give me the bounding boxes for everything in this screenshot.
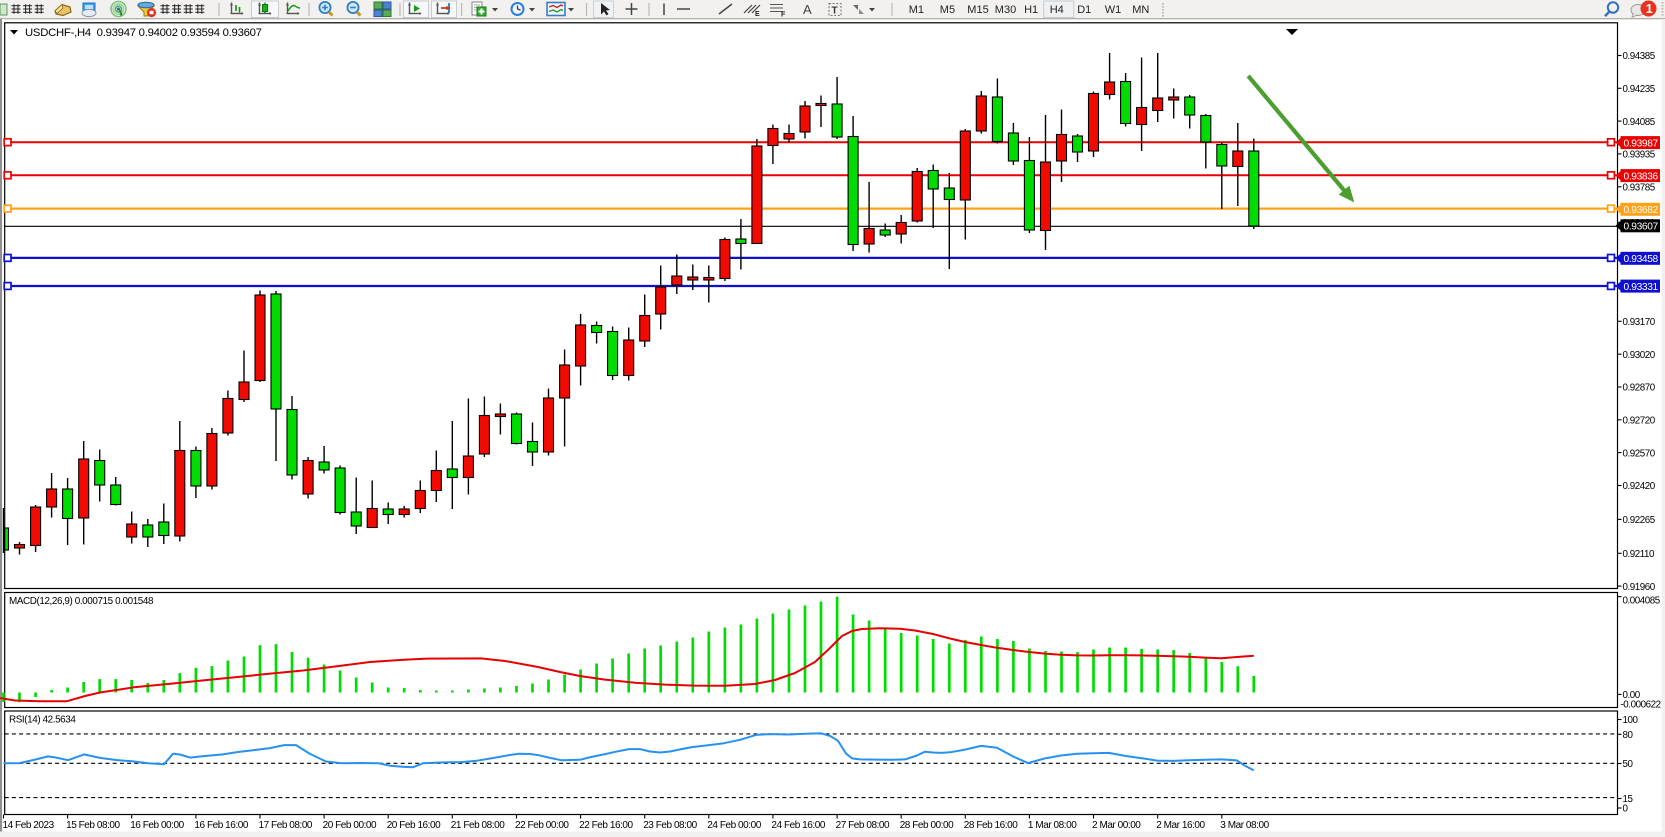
svg-text:27 Feb 08:00: 27 Feb 08:00 [836, 820, 890, 831]
svg-text:0.93935: 0.93935 [1623, 150, 1656, 161]
svg-text:0.93682: 0.93682 [1624, 205, 1659, 216]
svg-text:A: A [803, 2, 812, 17]
svg-text:0.93170: 0.93170 [1623, 317, 1656, 328]
svg-text:0.004085: 0.004085 [1623, 595, 1661, 606]
svg-text:21 Feb 08:00: 21 Feb 08:00 [451, 820, 505, 831]
svg-text:T: T [832, 6, 838, 17]
svg-text:H1: H1 [1024, 4, 1038, 16]
svg-text:3 Mar 08:00: 3 Mar 08:00 [1220, 820, 1269, 831]
svg-text:0.93458: 0.93458 [1624, 254, 1659, 265]
svg-text:1: 1 [1646, 2, 1653, 16]
svg-text:16 Feb 00:00: 16 Feb 00:00 [130, 820, 184, 831]
svg-text:F: F [781, 12, 786, 19]
svg-text:15: 15 [1623, 794, 1634, 805]
svg-text:0.93987: 0.93987 [1624, 139, 1659, 150]
svg-text:M30: M30 [995, 4, 1016, 16]
svg-text:24 Feb 16:00: 24 Feb 16:00 [771, 820, 825, 831]
svg-text:0.91960: 0.91960 [1623, 582, 1656, 593]
svg-text:H4: H4 [1050, 4, 1064, 16]
svg-text:0.93331: 0.93331 [1624, 282, 1659, 293]
svg-text:0.93607: 0.93607 [1624, 222, 1659, 233]
svg-text:MACD(12,26,9) 0.000715 0.00154: MACD(12,26,9) 0.000715 0.001548 [9, 596, 154, 607]
svg-text:0.92570: 0.92570 [1623, 448, 1656, 459]
svg-text:14 Feb 2023: 14 Feb 2023 [3, 820, 55, 831]
svg-text:80: 80 [1623, 730, 1634, 741]
svg-text:0.92265: 0.92265 [1623, 515, 1656, 526]
svg-text:1 Mar 08:00: 1 Mar 08:00 [1028, 820, 1077, 831]
svg-text:E: E [755, 11, 760, 18]
svg-text:28 Feb 00:00: 28 Feb 00:00 [900, 820, 954, 831]
svg-text:0.93020: 0.93020 [1623, 350, 1656, 361]
svg-text:D1: D1 [1077, 4, 1091, 16]
svg-text:22 Feb 00:00: 22 Feb 00:00 [515, 820, 569, 831]
svg-text:24 Feb 00:00: 24 Feb 00:00 [707, 820, 761, 831]
svg-text:M1: M1 [909, 4, 924, 16]
svg-text:USDCHF-,H4 0.93947 0.94002 0.: USDCHF-,H4 0.93947 0.94002 0.93594 0.936… [25, 27, 262, 39]
svg-text:0.93836: 0.93836 [1624, 172, 1659, 183]
svg-text:16 Feb 16:00: 16 Feb 16:00 [194, 820, 248, 831]
svg-text:0.94235: 0.94235 [1623, 84, 1656, 95]
svg-text:0.00: 0.00 [1623, 690, 1641, 701]
svg-text:0.93785: 0.93785 [1623, 183, 1656, 194]
svg-text:22 Feb 16:00: 22 Feb 16:00 [579, 820, 633, 831]
svg-text:15 Feb 08:00: 15 Feb 08:00 [66, 820, 120, 831]
svg-text:0.94385: 0.94385 [1623, 51, 1656, 62]
svg-text:0.94085: 0.94085 [1623, 117, 1656, 128]
svg-text:0.92870: 0.92870 [1623, 383, 1656, 394]
svg-text:0: 0 [1623, 804, 1629, 815]
svg-text:W1: W1 [1105, 4, 1122, 16]
svg-text:M5: M5 [940, 4, 955, 16]
svg-text:RSI(14) 42.5634: RSI(14) 42.5634 [9, 714, 76, 725]
svg-text:20 Feb 00:00: 20 Feb 00:00 [323, 820, 377, 831]
svg-text:2 Mar 00:00: 2 Mar 00:00 [1092, 820, 1141, 831]
svg-text:100: 100 [1623, 715, 1639, 726]
svg-text:50: 50 [1623, 759, 1634, 770]
svg-text:0.92420: 0.92420 [1623, 481, 1656, 492]
svg-text:17 Feb 08:00: 17 Feb 08:00 [259, 820, 313, 831]
svg-text:23 Feb 08:00: 23 Feb 08:00 [643, 820, 697, 831]
svg-text:20 Feb 16:00: 20 Feb 16:00 [387, 820, 441, 831]
svg-text:0.92720: 0.92720 [1623, 416, 1656, 427]
svg-text:0.92110: 0.92110 [1623, 549, 1656, 560]
svg-text:M15: M15 [967, 4, 988, 16]
svg-text:MN: MN [1132, 4, 1149, 16]
svg-text:28 Feb 16:00: 28 Feb 16:00 [964, 820, 1018, 831]
svg-text:2 Mar 16:00: 2 Mar 16:00 [1156, 820, 1205, 831]
svg-text:-0.000622: -0.000622 [1621, 700, 1661, 711]
